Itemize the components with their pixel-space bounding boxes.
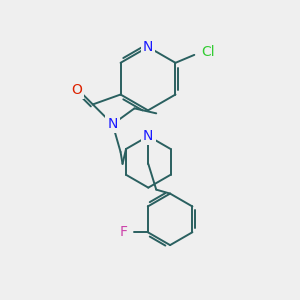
Text: N: N	[143, 129, 154, 143]
Text: N: N	[143, 40, 153, 54]
Text: N: N	[107, 117, 118, 131]
Text: O: O	[71, 82, 82, 97]
Text: Cl: Cl	[201, 45, 215, 59]
Text: F: F	[120, 225, 128, 239]
